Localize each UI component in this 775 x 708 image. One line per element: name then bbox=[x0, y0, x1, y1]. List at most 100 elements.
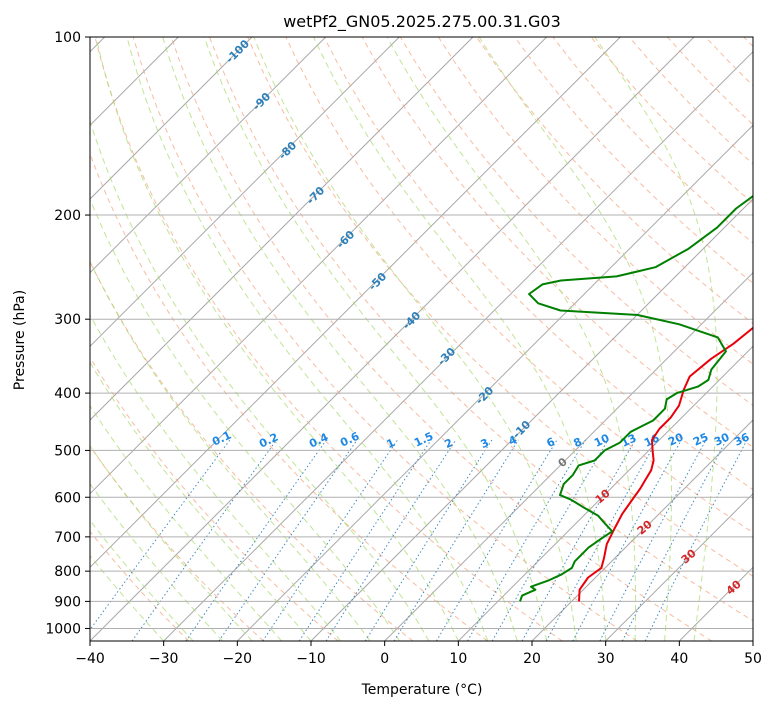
dry-adiabat-line bbox=[90, 356, 339, 641]
dry-adiabat-line bbox=[437, 37, 753, 365]
mixing-ratio-label: 10 bbox=[592, 431, 612, 449]
moist-adiabat-line bbox=[313, 37, 607, 641]
moist-adiabat-line bbox=[90, 260, 371, 641]
dry-adiabat-line bbox=[743, 37, 753, 48]
isotherm-line bbox=[457, 345, 753, 641]
x-tick-label: 50 bbox=[744, 651, 762, 667]
mixing-ratio-label: 0.4 bbox=[307, 430, 330, 450]
y-tick-label: 800 bbox=[54, 564, 81, 580]
dry-adiabat-label: 40 bbox=[724, 577, 744, 597]
moist-adiabat-line bbox=[162, 37, 518, 641]
mixing-ratio-label: 2 bbox=[443, 436, 455, 451]
dry-adiabat-line bbox=[90, 260, 414, 641]
y-tick-label: 100 bbox=[54, 30, 81, 46]
isotherm-line bbox=[384, 271, 753, 641]
y-tick-label: 1000 bbox=[45, 621, 81, 637]
isotherm-line bbox=[90, 37, 474, 421]
mixing-ratio-label: 36 bbox=[732, 430, 752, 448]
x-tick-label: −20 bbox=[223, 651, 253, 667]
isotherm-line bbox=[90, 37, 400, 348]
isotherm-line bbox=[90, 37, 695, 641]
mixing-ratio-line bbox=[325, 439, 457, 641]
moist-adiabat-label: -70 bbox=[304, 184, 327, 207]
y-tick-label: 200 bbox=[54, 208, 81, 224]
mixing-ratio-line bbox=[644, 439, 748, 641]
x-tick-label: 40 bbox=[670, 651, 688, 667]
isotherm-line bbox=[531, 419, 753, 641]
moist-adiabat-line bbox=[90, 519, 194, 641]
dry-adiabat-line bbox=[170, 37, 712, 641]
y-tick-label: 400 bbox=[54, 386, 81, 402]
dry-adiabat-line bbox=[90, 152, 488, 641]
mixing-ratio-label: 0.2 bbox=[257, 431, 280, 451]
isotherm-line bbox=[90, 37, 621, 569]
mixing-ratio-label: 25 bbox=[691, 430, 710, 448]
mixing-ratio-line bbox=[467, 439, 586, 641]
mixing-ratio-line bbox=[185, 439, 327, 641]
moist-adiabat-line bbox=[90, 361, 312, 641]
x-tick-label: 10 bbox=[449, 651, 467, 667]
mixing-ratio-label: 6 bbox=[545, 435, 558, 450]
mixing-ratio-line bbox=[364, 439, 493, 641]
chart-title: wetPf2_GN05.2025.275.00.31.G03 bbox=[283, 12, 561, 32]
moist-adiabat-line bbox=[90, 314, 341, 641]
mixing-ratio-line bbox=[218, 439, 358, 641]
y-axis-label: Pressure (hPa) bbox=[12, 290, 28, 390]
dry-adiabat-line bbox=[285, 37, 753, 534]
mixing-ratio-line bbox=[435, 439, 558, 641]
mixing-ratio-label: 1 bbox=[385, 436, 397, 451]
dry-adiabat-line bbox=[667, 37, 753, 126]
mixing-ratio-label: 20 bbox=[666, 430, 686, 448]
moist-adiabat-line bbox=[90, 404, 282, 641]
isotherm-line bbox=[90, 37, 548, 495]
mixing-ratio-line bbox=[621, 439, 727, 641]
x-tick-label: −30 bbox=[149, 651, 179, 667]
isotherm-line bbox=[752, 640, 753, 641]
dry-adiabat-line bbox=[90, 530, 190, 641]
temperature-profile-line bbox=[578, 326, 753, 602]
mixing-ratio-line bbox=[90, 439, 231, 631]
y-tick-label: 700 bbox=[54, 530, 81, 546]
moist-adiabat-line bbox=[478, 37, 672, 641]
x-tick-label: −10 bbox=[296, 651, 326, 667]
mixing-ratio-label: 0.1 bbox=[210, 429, 233, 449]
moist-adiabat-line bbox=[594, 37, 718, 641]
mixing-ratio-line bbox=[599, 439, 707, 641]
plot-frame bbox=[89, 36, 754, 642]
background-lines bbox=[90, 37, 753, 641]
x-tick-label: −40 bbox=[75, 651, 105, 667]
y-tick-label: 900 bbox=[54, 594, 81, 610]
isotherm-line bbox=[90, 37, 327, 274]
mixing-ratio-label: 30 bbox=[712, 430, 732, 448]
isotherm-line bbox=[678, 566, 753, 641]
y-axis: 100 200 300 400 500 600 700 800 900 1000 bbox=[45, 30, 90, 637]
dewpoint-profile-line bbox=[519, 194, 753, 602]
moist-adiabat-line bbox=[90, 197, 400, 641]
x-tick-label: 0 bbox=[380, 651, 389, 667]
dry-adiabat-label: 30 bbox=[679, 546, 699, 566]
mixing-ratio-line bbox=[521, 439, 636, 641]
dry-adiabat-line bbox=[590, 37, 753, 205]
mixing-ratio-label: 13 bbox=[619, 431, 638, 449]
moist-adiabat-line bbox=[253, 37, 577, 641]
x-tick-label: 30 bbox=[597, 651, 615, 667]
moist-adiabat-line bbox=[90, 119, 430, 641]
moist-adiabat-line bbox=[203, 37, 548, 641]
pressure-grid bbox=[90, 37, 753, 629]
mixing-ratio-line bbox=[298, 439, 432, 641]
mixing-ratio-line bbox=[393, 439, 519, 641]
isotherm-line bbox=[236, 124, 753, 641]
mixing-ratio-line bbox=[262, 439, 399, 641]
moist-adiabat-line bbox=[90, 483, 223, 641]
moist-adiabat-label: -60 bbox=[334, 228, 357, 251]
dry-adiabat-line bbox=[132, 37, 638, 641]
x-axis: −40 −30 −20 −10 0 10 20 30 40 50 bbox=[75, 641, 762, 667]
mixing-ratio-line bbox=[491, 439, 609, 641]
moist-adiabat-line bbox=[126, 37, 489, 641]
moist-adiabat-label: -30 bbox=[435, 345, 458, 368]
moist-adiabat-line bbox=[386, 37, 636, 641]
x-tick-label: 20 bbox=[523, 651, 541, 667]
dry-adiabat-line bbox=[209, 37, 753, 622]
y-tick-label: 300 bbox=[54, 312, 81, 328]
